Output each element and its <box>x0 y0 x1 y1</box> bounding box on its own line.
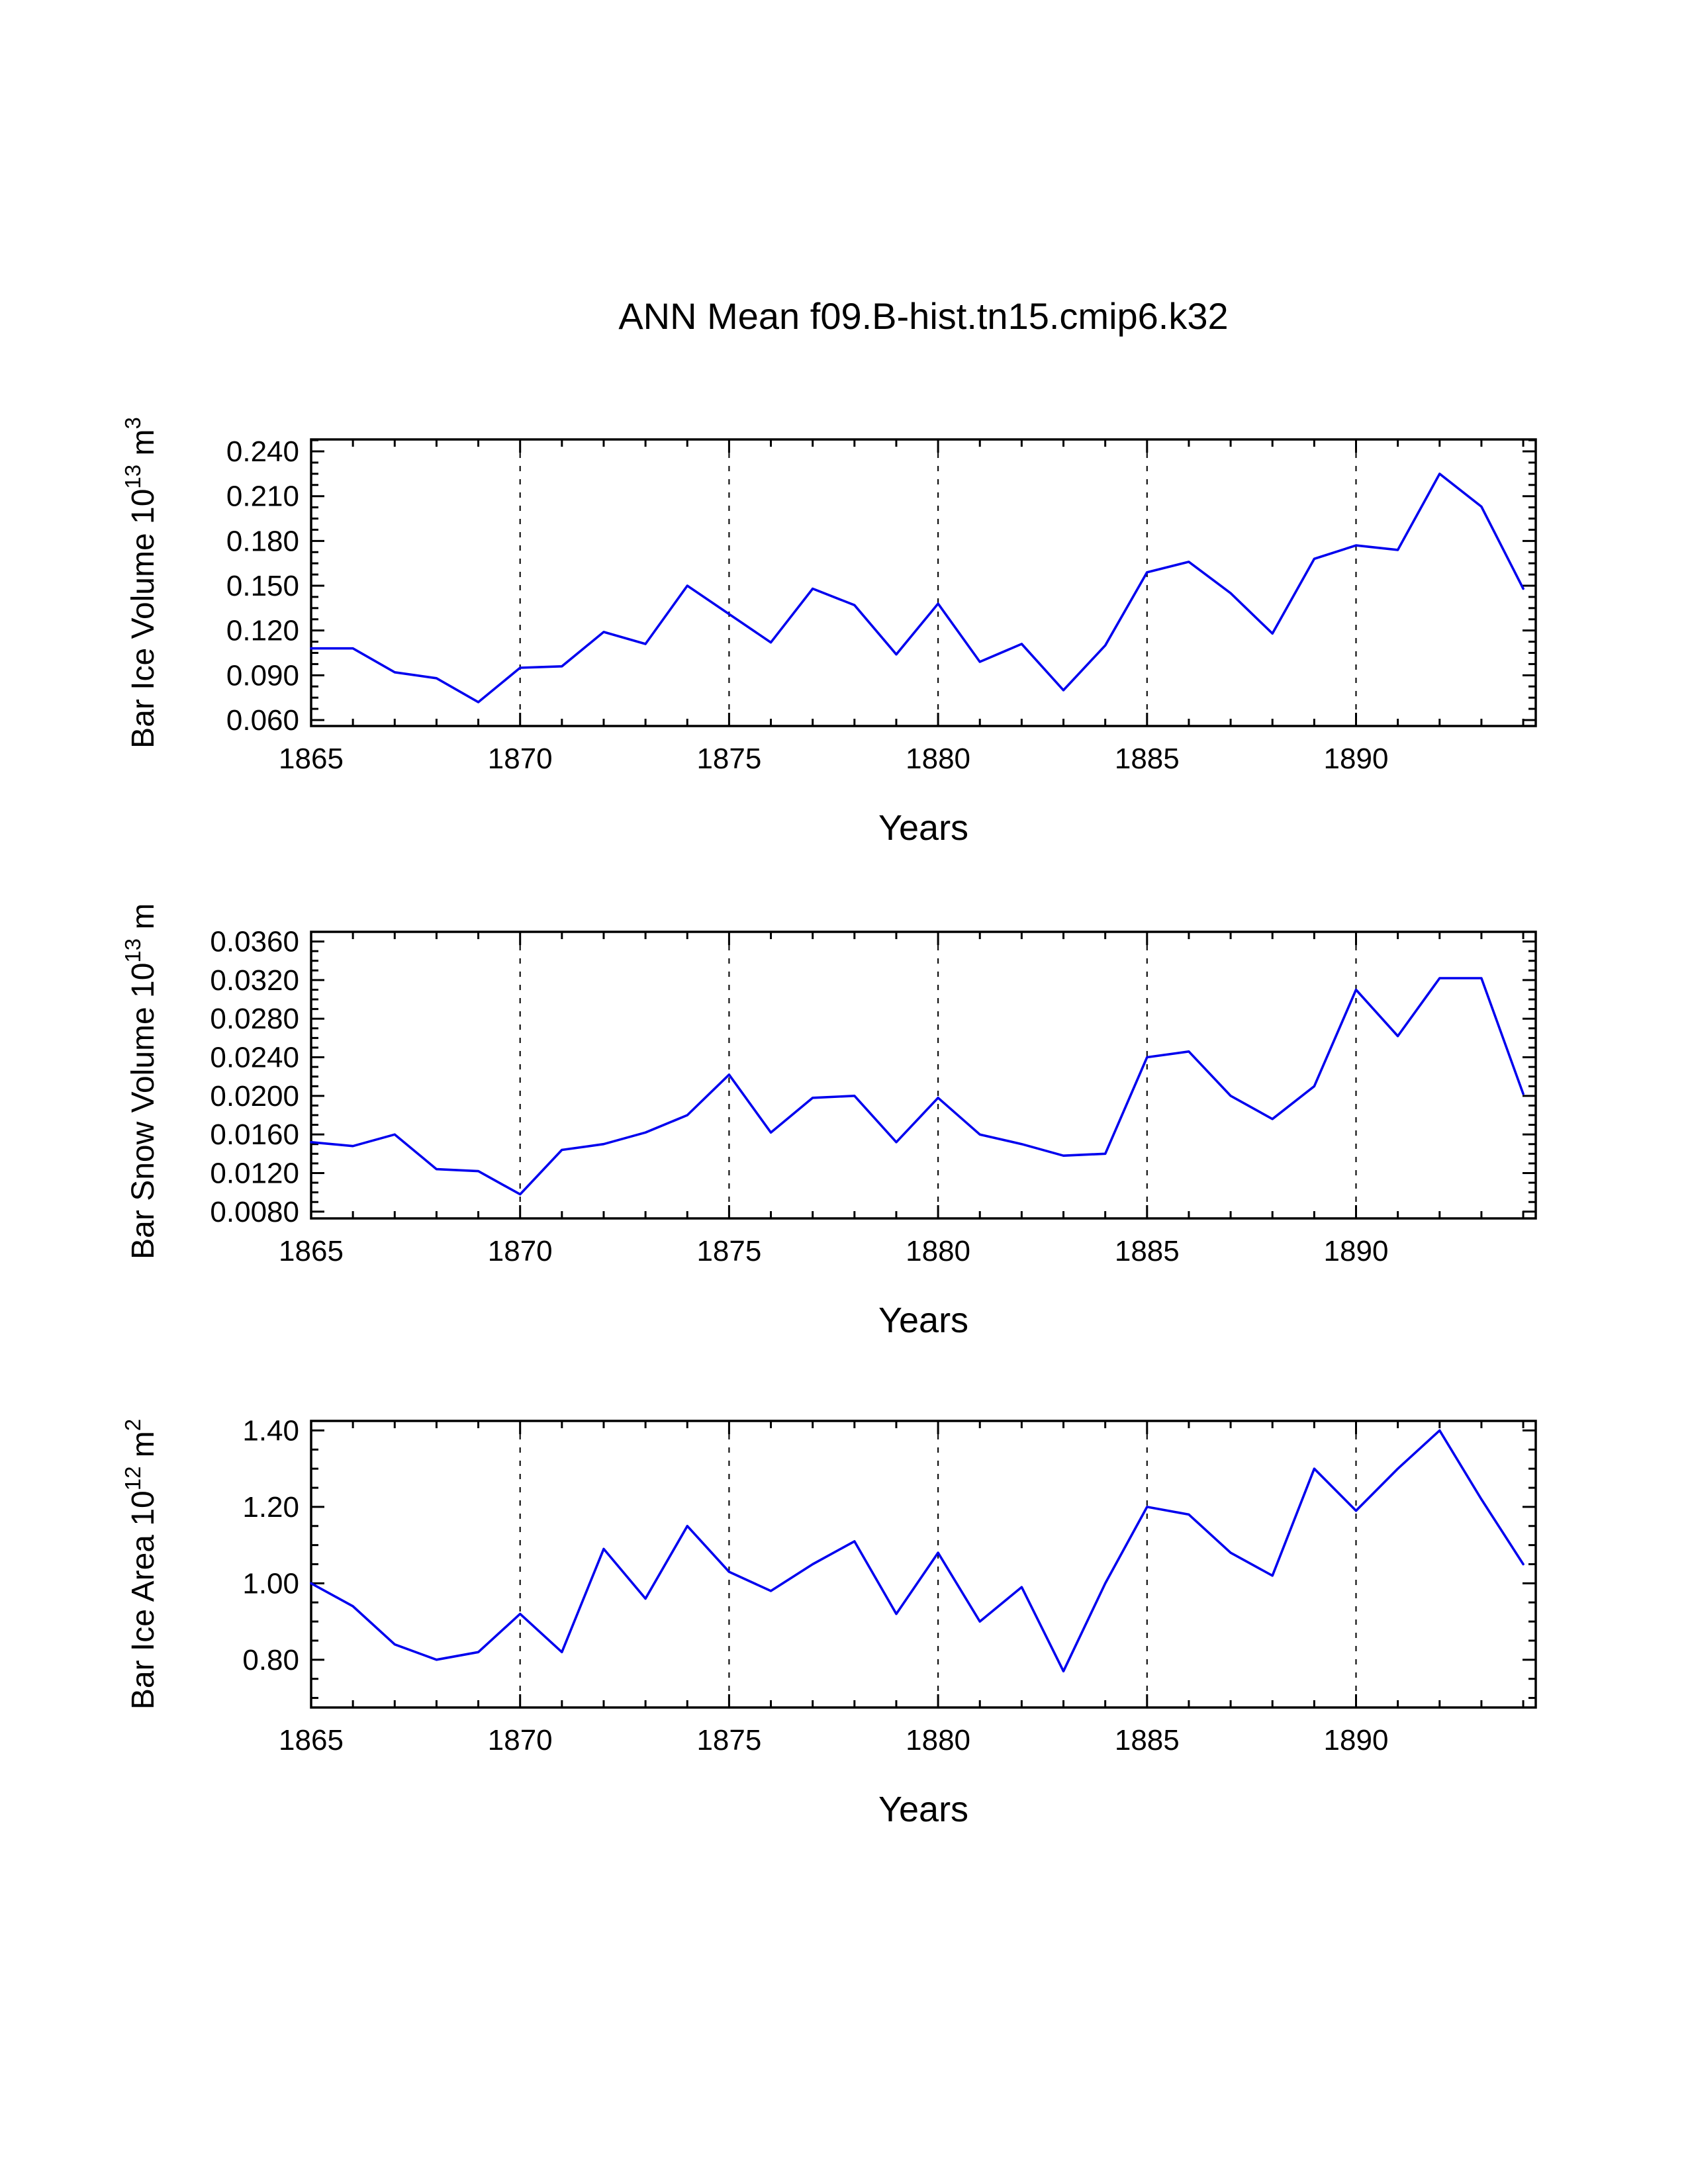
y-tick-label: 0.150 <box>226 570 299 602</box>
ice-area-chart-panel: 1865 1870 1875 1880 1885 1890 0.80 1.00 1.20 1.40… <box>0 1394 1688 1851</box>
y-tick-label: 0.180 <box>226 525 299 557</box>
x-tick-label: 1865 <box>279 1235 344 1267</box>
x-tick-label: 1875 <box>696 743 761 775</box>
x-tick-label: 1870 <box>488 1235 553 1267</box>
y-axis-title: Bar Ice Volume 1013 m3 <box>120 417 161 749</box>
y-tick-label: 1.00 <box>242 1567 299 1600</box>
x-tick-label: 1880 <box>906 1235 970 1267</box>
x-axis-title: Years <box>878 808 968 848</box>
y-tick-label: 0.0120 <box>210 1158 299 1190</box>
y-tick-label: 0.80 <box>242 1644 299 1676</box>
x-tick-label: 1885 <box>1115 743 1180 775</box>
x-tick-label: 1890 <box>1324 743 1389 775</box>
y-tick-label: 0.090 <box>226 659 299 692</box>
x-tick-label: 1865 <box>279 1724 344 1756</box>
y-tick-label: 0.0240 <box>210 1042 299 1074</box>
x-tick-label: 1875 <box>696 1724 761 1756</box>
ice-area-data-line <box>310 1429 1524 1673</box>
y-tick-label: 0.240 <box>226 435 299 468</box>
y-tick-label: 0.0280 <box>210 1003 299 1035</box>
y-axis-title: Bar Ice Area 1012 m2 <box>120 1419 161 1709</box>
x-tick-label: 1890 <box>1324 1724 1389 1756</box>
y-tick-label: 0.210 <box>226 480 299 513</box>
y-tick-label: 0.060 <box>226 704 299 737</box>
y-tick-label: 0.0160 <box>210 1118 299 1151</box>
y-tick-label: 0.0360 <box>210 926 299 958</box>
x-axis-title: Years <box>878 1790 968 1829</box>
y-tick-label: 0.120 <box>226 615 299 647</box>
ice-volume-chart-panel: 1865 1870 1875 1880 1885 1890 0.060 0.090 0.120 0… <box>0 413 1688 870</box>
ice-area-svg: 1865 1870 1875 1880 1885 1890 0.80 1.00 1.20 1.40… <box>120 1414 1537 1829</box>
plot-frame <box>310 931 1537 1220</box>
x-tick-label: 1880 <box>906 1724 970 1756</box>
x-tick-label: 1885 <box>1115 1724 1180 1756</box>
x-tick-label: 1875 <box>696 1235 761 1267</box>
ice-volume-data-line <box>310 473 1524 704</box>
plot-frame <box>310 438 1537 727</box>
y-tick-label: 1.40 <box>242 1414 299 1447</box>
y-axis-title: Bar Snow Volume 1013 m3 <box>120 905 161 1259</box>
ice-volume-svg: 1865 1870 1875 1880 1885 1890 0.060 0.090 0.120 0… <box>120 417 1537 848</box>
x-tick-label: 1885 <box>1115 1235 1180 1267</box>
x-axis-title: Years <box>878 1300 968 1340</box>
x-tick-label: 1870 <box>488 1724 553 1756</box>
y-tick-label: 0.0320 <box>210 964 299 997</box>
y-tick-label: 1.20 <box>242 1491 299 1524</box>
snow-volume-svg: 1865 1870 1875 1880 1885 1890 0.0080 0.0120 0.01… <box>120 891 1537 1340</box>
snow-volume-chart-panel: 1865 1870 1875 1880 1885 1890 0.0080 0.0120 0.01… <box>0 891 1688 1362</box>
x-tick-label: 1865 <box>279 743 344 775</box>
snow-volume-data-line <box>310 977 1524 1196</box>
y-tick-label: 0.0080 <box>210 1196 299 1228</box>
chart-title: ANN Mean f09.B-hist.tn15.cmip6.k32 <box>618 295 1229 337</box>
y-tick-label: 0.0200 <box>210 1080 299 1113</box>
plot-frame <box>310 1420 1537 1709</box>
x-tick-label: 1890 <box>1324 1235 1389 1267</box>
x-tick-label: 1870 <box>488 743 553 775</box>
x-tick-label: 1880 <box>906 743 970 775</box>
